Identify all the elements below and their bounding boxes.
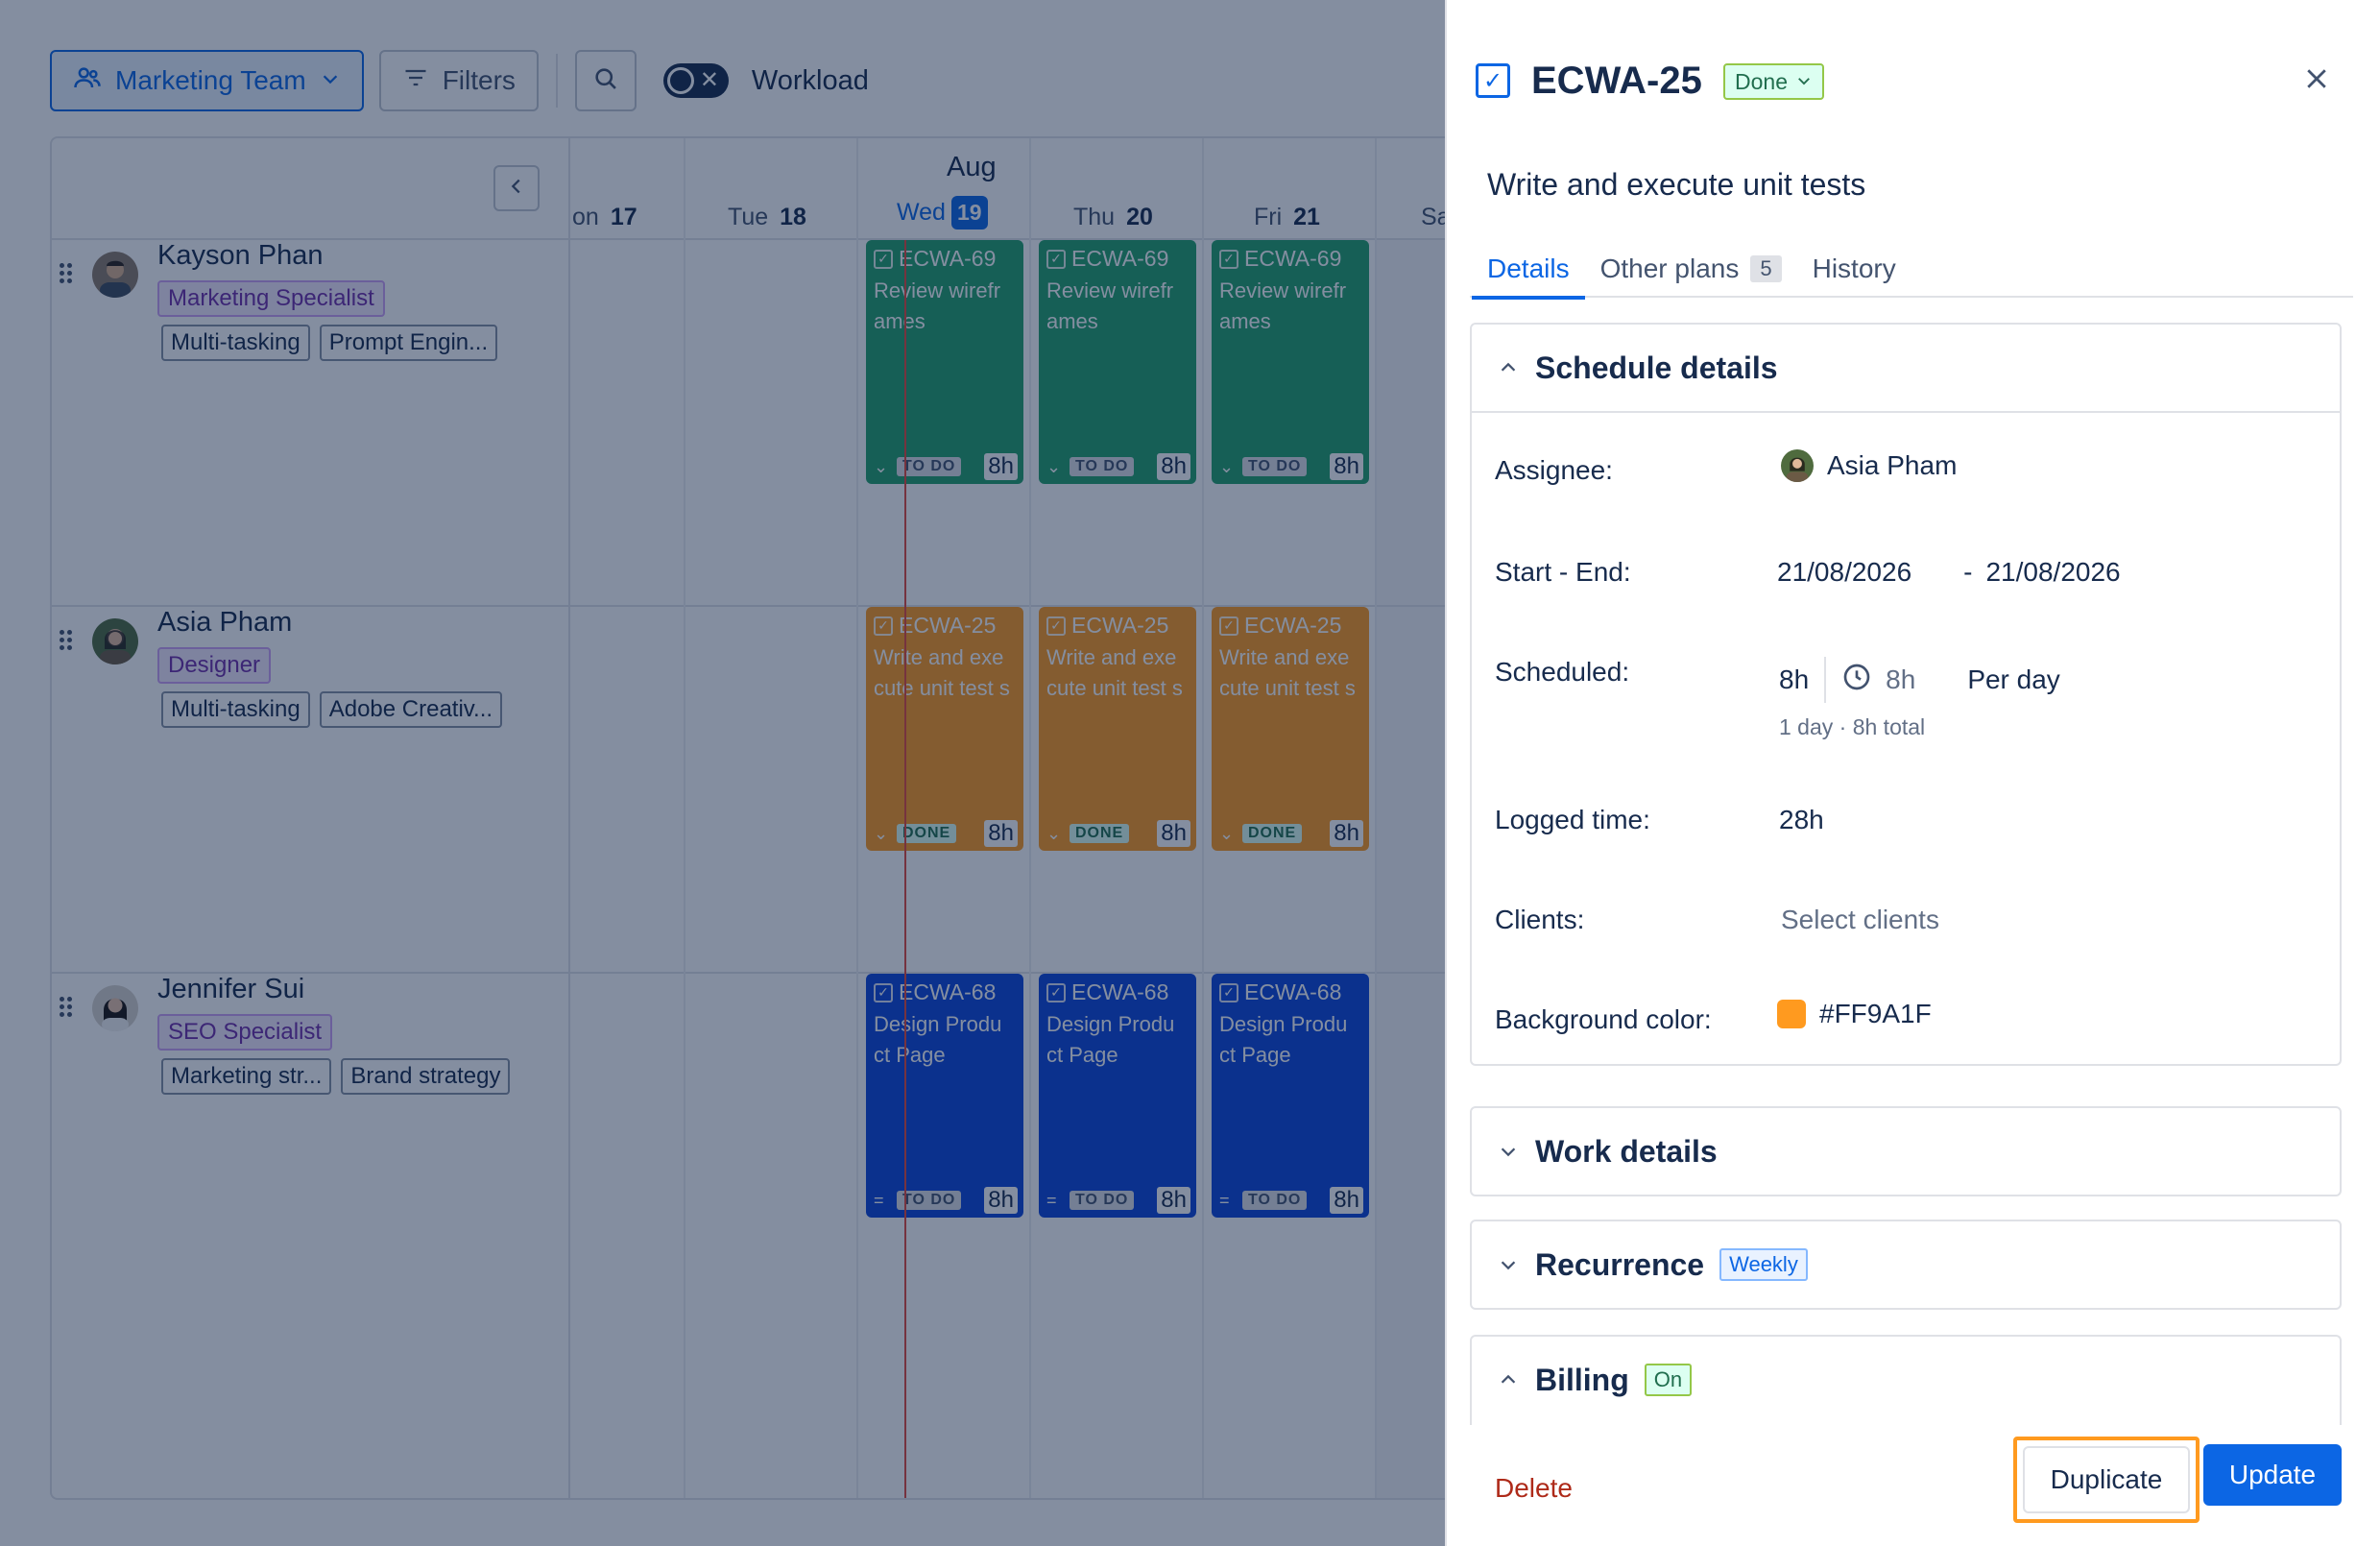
assignee-field[interactable]: Asia Pham: [1781, 449, 1957, 482]
close-button[interactable]: [2297, 61, 2336, 100]
duplicate-button[interactable]: Duplicate: [2023, 1446, 2190, 1513]
close-icon: [2302, 64, 2331, 98]
clients-label: Clients:: [1495, 905, 1585, 934]
chevron-down-icon: [1795, 69, 1813, 95]
assignee-name: Asia Pham: [1827, 450, 1958, 480]
update-button[interactable]: Update: [2203, 1444, 2342, 1506]
billing-badge: On: [1644, 1364, 1693, 1396]
color-value: #FF9A1F: [1819, 999, 1932, 1028]
clock-icon: [1841, 662, 1872, 699]
recurrence-section: Recurrence Weekly: [1470, 1220, 2342, 1310]
logged-time-value: 28h: [1779, 805, 1824, 834]
panel-footer: Delete Duplicate Update: [1447, 1425, 2380, 1546]
status-dropdown[interactable]: Done: [1723, 63, 1824, 100]
chevron-down-icon: [1497, 1253, 1520, 1276]
billing-header[interactable]: Billing On: [1472, 1337, 2340, 1423]
work-details-header[interactable]: Work details: [1472, 1108, 2340, 1195]
modal-backdrop[interactable]: [0, 0, 1445, 1546]
chevron-up-icon: [1497, 356, 1520, 379]
detail-tabs: Details Other plans 5 History: [1470, 240, 2353, 300]
tab-label: Details: [1487, 254, 1570, 283]
scheduled-label: Scheduled:: [1495, 657, 1630, 687]
scheduled-clock-hours: 8h: [1886, 664, 1916, 694]
work-details-section: Work details: [1470, 1106, 2342, 1196]
task-detail-panel: ✓ ECWA-25 Done Write and execute unit te…: [1445, 0, 2380, 1546]
task-key-heading: ECWA-25: [1531, 60, 1702, 102]
scheduled-hours-input[interactable]: 8h: [1779, 664, 1810, 694]
tab-label: History: [1812, 254, 1896, 283]
background-color-label: Background color:: [1495, 1004, 1712, 1034]
tab-label: Other plans: [1599, 254, 1740, 283]
field-divider: [1824, 657, 1827, 703]
scheduled-field: 8h 8h Per day: [1779, 657, 2060, 703]
clients-select[interactable]: Select clients: [1781, 905, 1939, 934]
avatar: [1781, 449, 1814, 482]
section-title: Schedule details: [1535, 350, 1778, 385]
tab-details[interactable]: Details: [1472, 240, 1585, 300]
delete-button[interactable]: Delete: [1495, 1473, 1573, 1503]
task-title: Write and execute unit tests: [1487, 167, 1866, 202]
scheduled-unit-select[interactable]: Per day: [1967, 664, 2060, 694]
schedule-details-header[interactable]: Schedule details: [1472, 325, 2340, 411]
start-end-label: Start - End:: [1495, 557, 1631, 587]
date-separator: -: [1963, 557, 1973, 587]
status-label: Done: [1735, 68, 1788, 94]
tab-other-plans[interactable]: Other plans 5: [1600, 240, 1782, 298]
color-swatch: [1777, 1000, 1806, 1028]
tab-history[interactable]: History: [1813, 240, 1896, 298]
scheduled-summary: 1 day · 8h total: [1779, 714, 1926, 739]
tab-count-badge: 5: [1750, 255, 1782, 282]
section-title: Billing: [1535, 1362, 1629, 1397]
schedule-view: Marketing Team Filters ✕ Workload: [0, 0, 1445, 1546]
billing-section: Billing On: [1470, 1335, 2342, 1427]
recurrence-header[interactable]: Recurrence Weekly: [1472, 1221, 2340, 1308]
recurrence-badge: Weekly: [1719, 1248, 1808, 1281]
section-title: Recurrence: [1535, 1246, 1705, 1282]
end-date-input[interactable]: 21/08/2026: [1985, 557, 2121, 587]
start-date-input[interactable]: 21/08/2026: [1777, 557, 1912, 587]
background-color-picker[interactable]: #FF9A1F: [1777, 999, 1932, 1029]
task-type-checkbox-icon: ✓: [1476, 63, 1510, 98]
duplicate-highlight: Duplicate: [2013, 1437, 2200, 1523]
chevron-down-icon: [1497, 1140, 1520, 1163]
section-title: Work details: [1535, 1133, 1718, 1169]
chevron-up-icon: [1497, 1368, 1520, 1391]
logged-time-label: Logged time:: [1495, 805, 1650, 834]
date-range: 21/08/2026 - 21/08/2026: [1777, 557, 2121, 588]
schedule-details-section: Schedule details Assignee: Asia Pham Sta…: [1470, 323, 2342, 1066]
assignee-label: Assignee:: [1495, 455, 1613, 485]
schedule-details-body: Assignee: Asia Pham Start - End: 21/08/2…: [1472, 411, 2340, 1064]
